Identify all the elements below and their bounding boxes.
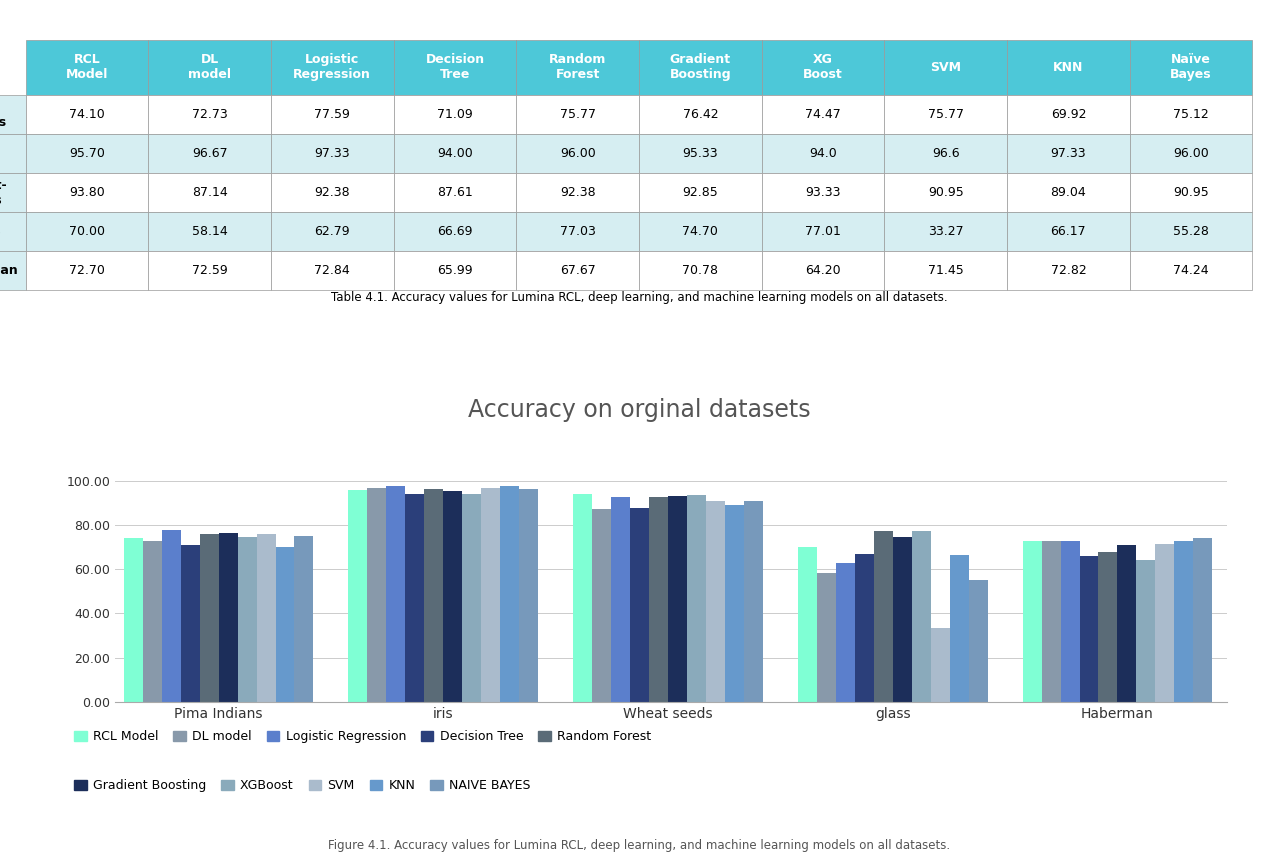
Bar [1155, 544, 1174, 702]
Bar [1061, 541, 1080, 702]
Bar [911, 532, 930, 702]
Bar [855, 555, 874, 702]
Bar [1117, 545, 1136, 702]
Bar [1099, 552, 1117, 702]
Bar [874, 532, 893, 702]
Text: Figure 4.1. Accuracy values for Lumina RCL, deep learning, and machine learning : Figure 4.1. Accuracy values for Lumina R… [328, 839, 950, 852]
Bar [1042, 541, 1061, 702]
Bar [424, 490, 443, 702]
Bar [797, 547, 817, 702]
Bar [180, 544, 199, 702]
Bar [744, 501, 763, 702]
Bar [649, 497, 668, 702]
Bar [705, 501, 725, 702]
Bar [630, 508, 649, 702]
Bar [276, 547, 294, 702]
Bar [294, 536, 313, 702]
Bar [836, 563, 855, 702]
Bar [443, 491, 463, 702]
Bar [592, 509, 611, 702]
Bar [668, 496, 688, 702]
Bar [688, 496, 705, 702]
Bar [930, 628, 950, 702]
Bar [950, 556, 969, 702]
Bar [969, 580, 988, 702]
Text: Table 4.1. Accuracy values for Lumina RCL, deep learning, and machine learning m: Table 4.1. Accuracy values for Lumina RC… [331, 291, 947, 304]
Bar [162, 530, 180, 702]
Bar [257, 534, 276, 702]
Bar [1174, 541, 1194, 702]
Legend: Gradient Boosting, XGBoost, SVM, KNN, NAIVE BAYES: Gradient Boosting, XGBoost, SVM, KNN, NA… [69, 775, 535, 797]
Bar [463, 494, 482, 702]
Bar [482, 488, 500, 702]
Bar [1194, 538, 1213, 702]
Bar [500, 486, 519, 702]
Bar [199, 534, 219, 702]
Bar [574, 494, 592, 702]
Bar [405, 494, 424, 702]
Bar [349, 490, 368, 702]
Bar [219, 532, 238, 702]
Bar [368, 488, 386, 702]
Bar [1022, 541, 1042, 702]
Bar [386, 486, 405, 702]
Bar [611, 497, 630, 702]
Bar [817, 574, 836, 702]
Bar [143, 541, 162, 702]
Text: Accuracy on orginal datasets: Accuracy on orginal datasets [468, 398, 810, 422]
Bar [1080, 556, 1099, 702]
Bar [1136, 560, 1155, 702]
Bar [238, 537, 257, 702]
Bar [519, 490, 538, 702]
Bar [893, 537, 911, 702]
Bar [124, 538, 143, 702]
Bar [725, 505, 744, 702]
